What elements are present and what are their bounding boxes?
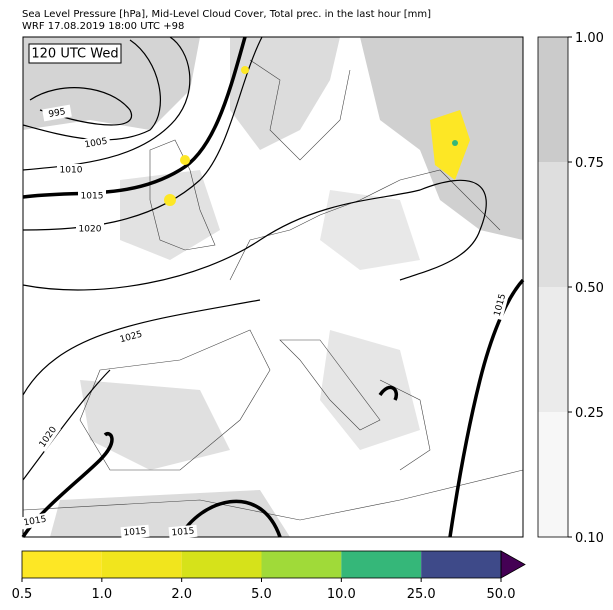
colorbar-segment — [22, 551, 102, 578]
contour-label-bg — [57, 164, 85, 176]
colorbar-segment — [421, 551, 501, 578]
colorbar-segment — [261, 551, 342, 578]
contour-label-bg — [168, 524, 198, 540]
time-label: 120 UTC Wed — [31, 47, 118, 62]
contour-label: 1020 — [79, 225, 102, 235]
colorbar-tick-label: 0.25 — [575, 406, 604, 421]
colorbar-tick-label: 0.5 — [12, 587, 33, 602]
contour-label: 1015 — [171, 527, 195, 539]
colorbar-tick-label: 0.10 — [575, 531, 604, 546]
colorbar-tick-label: 25.0 — [407, 587, 436, 602]
title-line: WRF 17.08.2019 18:00 UTC +98 — [22, 21, 184, 32]
contour-label: 1015 — [23, 515, 47, 529]
contour-label-bg — [78, 190, 106, 202]
colorbar-extension — [500, 550, 526, 579]
precip-colorbar: 0.5 1.0 2.0 5.0 10.0 25.0 50.0 — [12, 550, 526, 602]
colorbar-tick-label: 2.0 — [171, 587, 192, 602]
contour-label: 1015 — [123, 527, 147, 539]
colorbar-tick-label: 0.75 — [575, 156, 604, 171]
colorbar-segment — [101, 551, 182, 578]
coastlines — [22, 59, 524, 521]
colorbar-tick-label: 50.0 — [487, 587, 516, 602]
contour-label-bg — [20, 512, 50, 530]
colorbar-tick-label: 1.00 — [575, 31, 604, 46]
cloud-colorbar: 0.10 0.25 0.50 0.75 1.00 — [537, 31, 604, 546]
colorbar-segment — [538, 162, 568, 287]
colorbar-segment — [341, 551, 422, 578]
title-line: Sea Level Pressure [hPa], Mid-Level Clou… — [22, 9, 431, 20]
time-box — [28, 43, 122, 64]
colorbar-segment — [181, 551, 262, 578]
colorbar-tick-label: 10.0 — [327, 587, 356, 602]
map-frame — [22, 36, 524, 538]
contour-label-bg — [115, 327, 147, 347]
contour-label: 1015 — [81, 192, 104, 202]
contour-label-bg — [120, 524, 150, 540]
contour-label-bg — [35, 422, 61, 452]
colorbar-segment — [538, 287, 568, 412]
map: 120 UTC Wed — [21, 36, 525, 538]
contour-label: 1010 — [60, 166, 83, 176]
contour-label-bg — [76, 223, 104, 235]
colorbar-tick-label: 5.0 — [251, 587, 272, 602]
colorbar-tick-label: 0.50 — [575, 281, 604, 296]
contour-label-bg — [490, 289, 510, 321]
colorbar-tick-label: 1.0 — [91, 587, 112, 602]
contour-label-bg — [81, 134, 111, 152]
contour-label: 995 — [48, 107, 67, 120]
contour-label-bg — [42, 104, 72, 122]
contour-label: 1005 — [84, 137, 108, 151]
colorbar-segment — [538, 412, 568, 537]
colorbar-segment — [538, 37, 568, 162]
precip-areas — [164, 66, 470, 206]
